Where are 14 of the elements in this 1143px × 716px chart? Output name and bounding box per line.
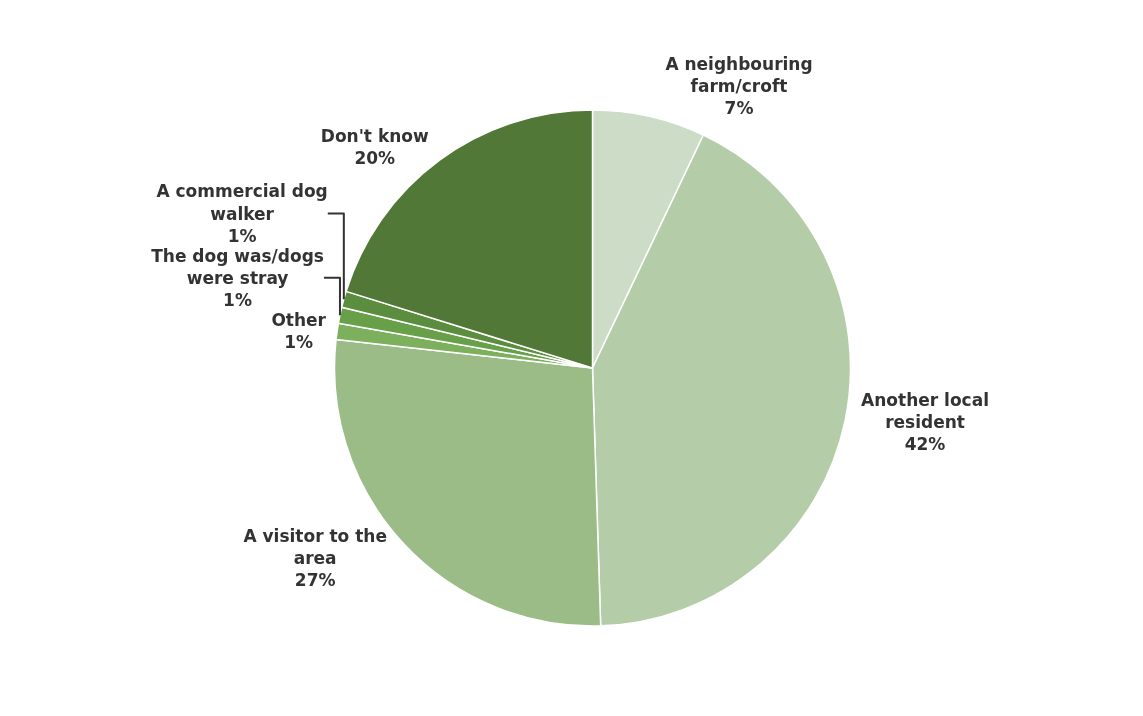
slice-label: A visitor to the area	[243, 525, 387, 568]
slice-label: A commercial dog walker	[156, 181, 328, 224]
data-label: 42%	[904, 434, 946, 455]
data-label: 7%	[724, 97, 754, 118]
slice-label: Other	[271, 309, 327, 330]
slice-label: Another local resident	[861, 390, 989, 433]
data-label: 27%	[294, 569, 336, 590]
data-label: 1%	[227, 225, 257, 246]
data-label: 1%	[284, 331, 314, 352]
slice-label: A neighbouring farm/croft	[665, 53, 813, 96]
data-label: 20%	[354, 147, 396, 168]
slice-label: The dog was/dogs were stray	[151, 245, 324, 288]
slice-label: Don't know	[320, 125, 429, 146]
data-label: 1%	[223, 289, 252, 310]
